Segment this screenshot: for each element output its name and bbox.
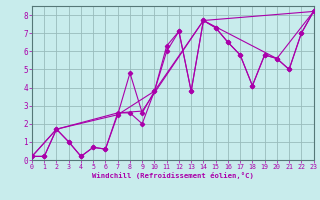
X-axis label: Windchill (Refroidissement éolien,°C): Windchill (Refroidissement éolien,°C) (92, 172, 254, 179)
